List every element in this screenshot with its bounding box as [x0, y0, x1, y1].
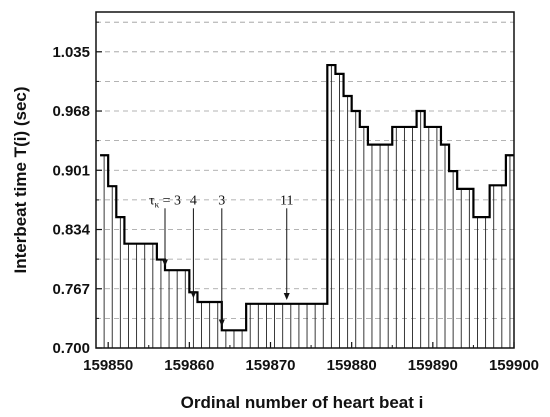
beat-bars [103, 65, 511, 348]
x-tick-label: 159860 [164, 357, 214, 374]
x-axis: 159850 159860 159870 159880 159890 159900 [83, 342, 539, 374]
annotation-arrowhead [190, 291, 197, 299]
y-tick-label: 0.834 [52, 222, 90, 239]
grid-lines [96, 21, 514, 319]
y-tick-label: 0.901 [52, 162, 90, 179]
annotation-arrowhead [283, 293, 290, 301]
y-tick-label: 0.767 [52, 281, 90, 298]
x-tick-label: 159870 [245, 357, 295, 374]
annotation-label: τκ = 3 [149, 193, 181, 209]
y-tick-label: 0.700 [52, 340, 90, 357]
annotation-arrowhead [161, 259, 168, 267]
x-tick-label: 159890 [408, 357, 458, 374]
y-axis: 0.700 0.767 0.834 0.901 0.968 1.035 [52, 21, 102, 357]
y-tick-label: 0.968 [52, 103, 90, 120]
annotations: τκ = 3 4 3 11 [149, 193, 293, 327]
annotation-label: 4 [190, 193, 197, 208]
plot-frame [95, 11, 515, 349]
x-tick-label: 159850 [83, 357, 133, 374]
x-tick-label: 159900 [489, 357, 539, 374]
annotation-label: 3 [218, 193, 225, 208]
y-axis-title: Interbeat time T(i) (sec) [11, 86, 30, 273]
x-tick-label: 159880 [327, 357, 377, 374]
y-tick-label: 1.035 [52, 44, 90, 61]
annotation-arrowhead [218, 319, 225, 327]
x-axis-title: Ordinal number of heart beat i [181, 393, 424, 412]
annotation-label: 11 [280, 193, 293, 208]
